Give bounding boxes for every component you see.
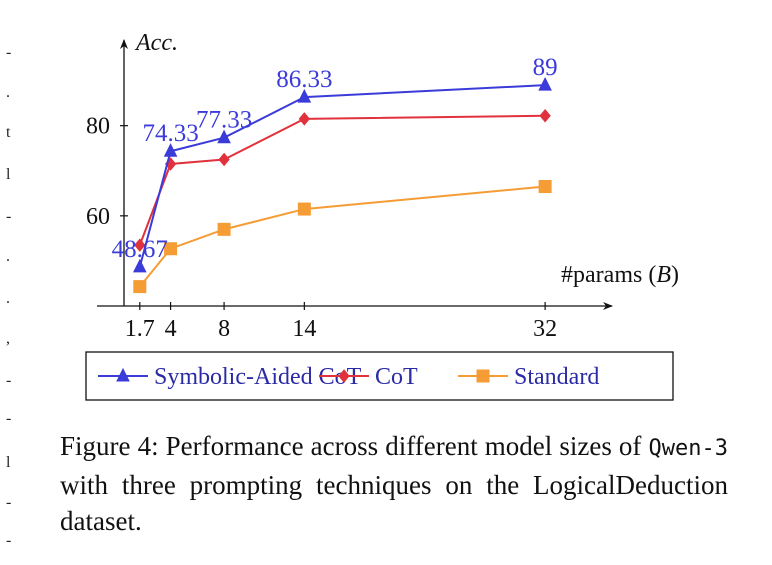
chart-axes: Acc. 60 80 1.7 4 8 14 32 #params (B) [86, 30, 679, 342]
margin-mark: t [6, 124, 11, 141]
margin-mark: . [6, 248, 10, 265]
diamond-point [539, 108, 551, 123]
legend-entry: Standard [458, 364, 599, 390]
triangle-point [538, 76, 552, 91]
figure-caption: Figure 4: Performance across different m… [60, 428, 728, 539]
series-triangle [132, 76, 552, 273]
accuracy-line-chart: Acc. 60 80 1.7 4 8 14 32 #params (B) 48.67 74.337… [85, 30, 679, 401]
square-point [297, 202, 311, 216]
legend-box [85, 351, 674, 401]
margin-mark: l [6, 454, 11, 471]
margin-mark: . [6, 290, 10, 307]
series-square [133, 180, 552, 294]
legend-diamond-marker [338, 369, 350, 383]
data-label: 86.33 [276, 66, 332, 93]
series-line [139, 185, 546, 288]
margin-mark: - [6, 410, 12, 427]
margin-mark: . [6, 84, 10, 101]
x-tick-label: 1.7 [125, 316, 155, 342]
margin-mark: - [6, 372, 12, 389]
margin-mark: - [6, 532, 12, 549]
triangle-point [163, 143, 178, 157]
y-tick-label: 80 [86, 114, 110, 140]
data-label: 89 [533, 54, 558, 81]
chart-legend: Symbolic-Aided CoT CoT Standard [85, 351, 674, 401]
x-axis-label: #params (B) [561, 262, 679, 288]
margin-mark: , [6, 330, 10, 347]
triangle-point [297, 89, 312, 103]
square-point [164, 242, 178, 256]
series-line [138, 114, 546, 246]
data-label: 77.33 [196, 107, 252, 134]
chart-series-layer [132, 76, 552, 294]
square-point [133, 280, 147, 294]
margin-mark: l [6, 166, 11, 183]
margin-mark: - [6, 494, 12, 511]
legend-label: CoT [375, 364, 418, 390]
legend-triangle-marker [116, 367, 130, 382]
triangle-point [217, 129, 231, 144]
square-point [538, 180, 552, 194]
x-tick-label: 14 [292, 316, 316, 342]
data-label: 74.33 [142, 120, 198, 147]
data-label: 48.67 [112, 236, 168, 263]
square-point [217, 222, 231, 236]
y-axis-label: Acc. [134, 30, 178, 56]
diamond-point [298, 112, 310, 126]
legend-entry: CoT [319, 364, 418, 390]
legend-square-marker [476, 369, 490, 383]
triangle-point [132, 258, 147, 273]
margin-mark: - [6, 44, 12, 61]
x-tick-label: 8 [218, 316, 230, 342]
diamond-point [218, 152, 230, 167]
caption-suffix: with three prompting techniques on the L… [60, 470, 728, 536]
y-tick-label: 60 [86, 204, 110, 230]
margin-mark: - [6, 208, 12, 225]
x-tick-label: 32 [533, 316, 557, 342]
x-tick-label: 4 [165, 316, 177, 342]
caption-prefix: Figure 4: Performance across different m… [60, 431, 642, 461]
caption-model-name: Qwen-3 [648, 436, 728, 461]
left-margin-marks: -. t l -.., - - l - - [0, 0, 20, 565]
legend-label: Standard [514, 364, 599, 390]
diamond-point [134, 238, 146, 252]
